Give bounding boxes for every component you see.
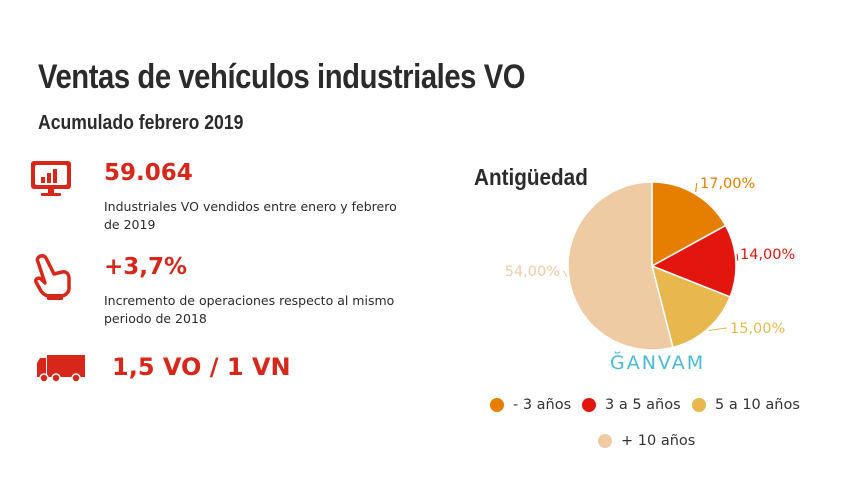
stat-growth-desc: Incremento de operaciones respecto al mi… <box>104 293 395 326</box>
legend-item: 3 a 5 años <box>582 397 681 413</box>
stat-vehicles-sold-desc: Industriales VO vendidos entre enero y f… <box>104 199 397 232</box>
pie-data-label: 15,00% <box>730 321 785 337</box>
legend-item: - 3 años <box>490 397 571 413</box>
legend-label: - 3 años <box>513 397 572 413</box>
pie-data-label: 14,00% <box>740 247 795 263</box>
pie-data-label: 54,00% <box>505 264 560 280</box>
pie-leader-line <box>708 327 728 332</box>
legend-label: 5 a 10 años <box>715 397 800 413</box>
stat-ratio-value: 1,5 VO / 1 VN <box>112 353 291 381</box>
pie-data-label: 17,00% <box>700 176 755 192</box>
page-title: Ventas de vehículos industriales VO <box>38 58 526 96</box>
truck-icon <box>37 355 85 383</box>
stat-growth-value: +3,7% <box>104 254 188 280</box>
legend-item: + 10 años <box>598 433 695 449</box>
stat-vehicles-sold-value: 59.064 <box>104 160 193 186</box>
legend-swatch <box>490 398 504 412</box>
pie-leader-line <box>562 270 568 277</box>
page-subtitle: Acumulado febrero 2019 <box>38 112 244 134</box>
pie-slice <box>567 181 674 351</box>
brand-logo: ĞANVAM <box>610 352 706 374</box>
legend-label: 3 a 5 años <box>605 397 681 413</box>
legend-swatch <box>692 398 706 412</box>
monitor-chart-icon <box>31 161 71 196</box>
chart-title: Antigüedad <box>474 164 588 190</box>
pie-slice <box>650 264 732 349</box>
legend-label: + 10 años <box>621 433 696 449</box>
pointing-hand-icon <box>34 254 71 300</box>
pie-slice <box>651 181 727 268</box>
legend-swatch <box>598 434 612 448</box>
pie-leader-line <box>695 182 698 193</box>
pie-leader-line <box>736 253 739 261</box>
legend-item: 5 a 10 años <box>692 397 800 413</box>
pie-slice <box>650 224 737 298</box>
legend-swatch <box>582 398 596 412</box>
